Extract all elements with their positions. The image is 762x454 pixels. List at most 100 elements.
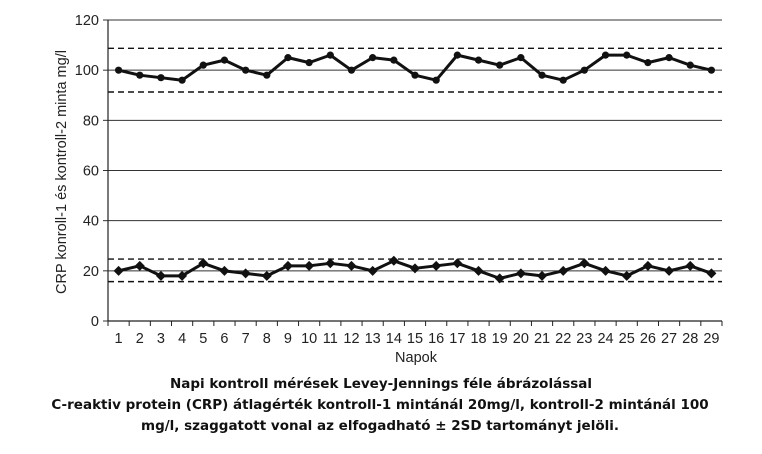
x-tick-label: 17 — [449, 331, 465, 347]
x-tick-label: 9 — [284, 331, 292, 347]
y-tick-label: 120 — [75, 13, 99, 29]
data-point — [473, 265, 484, 276]
data-point — [685, 260, 696, 271]
series-1 — [114, 51, 716, 84]
data-point — [220, 56, 229, 64]
series — [113, 51, 717, 284]
x-tick-label: 7 — [242, 331, 250, 347]
x-tick-label: 3 — [157, 331, 165, 347]
data-point — [199, 61, 207, 69]
data-point — [558, 265, 569, 276]
x-tick-label: 29 — [703, 331, 719, 347]
series-2 — [113, 255, 717, 284]
data-point — [305, 59, 313, 67]
x-tick-label: 11 — [323, 331, 338, 347]
x-tick-label: 20 — [513, 331, 529, 347]
x-tick-label: 15 — [407, 331, 423, 347]
data-point — [136, 71, 144, 79]
x-tick-label: 22 — [555, 331, 571, 347]
data-point — [134, 260, 145, 271]
x-tick-label: 28 — [682, 331, 698, 347]
data-point — [390, 56, 398, 64]
x-tick-label: 8 — [263, 331, 271, 347]
data-point — [261, 270, 272, 281]
data-point — [304, 260, 315, 271]
y-tick-label: 40 — [83, 214, 99, 230]
y-axis-label: CRP konroll-1 és kontroll-2 minta mg/l — [54, 50, 70, 294]
data-point — [388, 255, 399, 266]
data-point — [559, 76, 567, 84]
data-point — [431, 260, 442, 271]
gridlines — [108, 19, 722, 272]
y-tick-label: 80 — [83, 113, 99, 129]
data-point — [114, 66, 123, 74]
data-point — [284, 54, 292, 62]
x-tick-label: 6 — [220, 331, 228, 347]
data-point — [346, 260, 357, 271]
data-point — [600, 265, 611, 276]
data-point — [642, 260, 653, 271]
x-axis-label: Napok — [395, 350, 438, 366]
data-point — [686, 61, 694, 69]
axes — [103, 19, 723, 326]
data-point — [580, 66, 588, 74]
x-tick-label: 10 — [301, 331, 317, 347]
data-point — [219, 265, 230, 276]
data-point — [621, 270, 632, 281]
x-tick-label: 5 — [199, 331, 207, 347]
x-tick-label: 26 — [640, 331, 656, 347]
data-point — [263, 71, 271, 79]
reference-lines — [108, 47, 722, 283]
data-point — [242, 66, 250, 74]
data-point — [494, 273, 505, 284]
caption-description: C-reaktiv protein (CRP) átlagérték kontr… — [51, 397, 709, 434]
data-point — [113, 265, 124, 276]
data-point — [644, 59, 652, 67]
data-point — [282, 260, 293, 271]
data-point — [707, 66, 716, 74]
data-point — [178, 76, 186, 84]
data-point — [601, 51, 610, 59]
data-point — [452, 258, 463, 269]
data-point — [155, 270, 166, 281]
x-tick-label: 2 — [136, 331, 144, 347]
data-point — [240, 268, 251, 279]
data-point — [326, 51, 334, 59]
data-point — [538, 71, 546, 79]
data-point — [515, 268, 526, 279]
x-tick-label: 21 — [534, 331, 550, 347]
data-point — [369, 54, 377, 62]
data-point — [432, 76, 440, 84]
data-point — [474, 56, 483, 64]
data-point — [664, 265, 675, 276]
caption-title: Napi kontroll mérések Levey-Jennings fél… — [169, 376, 593, 392]
data-point — [367, 265, 378, 276]
x-tick-label: 14 — [386, 331, 402, 347]
x-tick-label: 13 — [365, 331, 381, 347]
data-point — [411, 71, 419, 79]
data-point — [579, 258, 590, 269]
data-point — [517, 54, 525, 62]
data-point — [157, 74, 165, 82]
data-point — [623, 51, 631, 59]
x-tick-label: 4 — [178, 331, 186, 347]
data-point — [410, 263, 420, 274]
y-tick-label: 0 — [91, 314, 99, 330]
data-point — [537, 270, 548, 281]
x-tick-label: 12 — [343, 331, 359, 347]
data-point — [177, 270, 188, 281]
y-tick-label: 20 — [83, 264, 99, 280]
x-tick-label: 16 — [428, 331, 444, 347]
x-tick-label: 1 — [115, 331, 123, 347]
y-tick-label: 60 — [83, 164, 99, 180]
data-point — [198, 258, 209, 269]
x-tick-label: 24 — [597, 331, 613, 347]
y-tick-label: 100 — [75, 63, 99, 79]
data-point — [706, 268, 717, 279]
data-point — [665, 54, 673, 62]
data-point — [347, 66, 356, 74]
data-point — [325, 258, 336, 269]
x-tick-label: 18 — [470, 331, 486, 347]
